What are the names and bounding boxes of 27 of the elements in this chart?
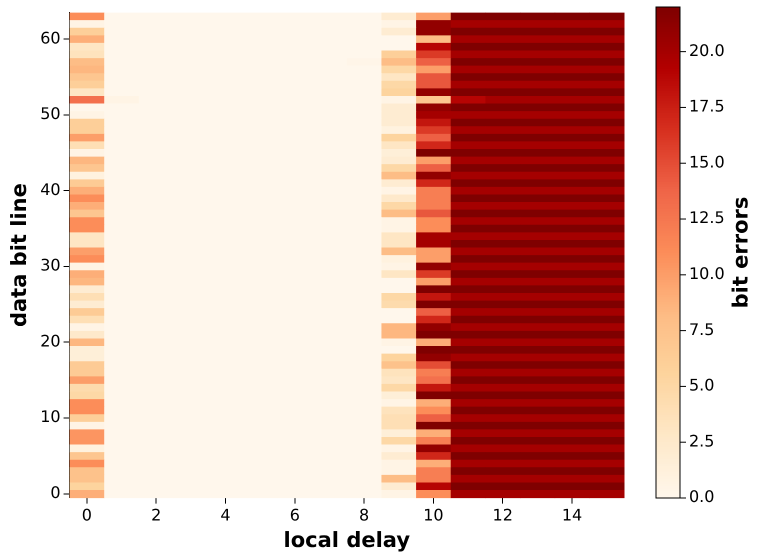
x-tick-label: 2	[151, 505, 162, 524]
color-bar-title: bit errors	[728, 196, 752, 308]
color-bar-label: 10.0	[689, 264, 725, 283]
color-bar-label: 0.0	[689, 487, 714, 506]
x-tick-label: 4	[220, 505, 231, 524]
y-tick-label: 10	[40, 407, 61, 426]
x-tick-label: 6	[290, 505, 300, 524]
x-tick-label: 0	[82, 505, 92, 524]
color-bar-label: 2.5	[689, 431, 714, 450]
color-bar-label: 7.5	[689, 320, 714, 339]
y-tick-label: 60	[40, 28, 61, 48]
x-tick-label: 10	[423, 505, 444, 524]
x-tick-label: 12	[492, 505, 513, 524]
y-tick-label: 40	[40, 180, 61, 199]
y-tick-label: 50	[40, 104, 61, 124]
x-tick-label: 14	[562, 505, 582, 524]
color-bar-label: 15.0	[689, 152, 725, 172]
y-axis-title: data bit line	[7, 183, 32, 328]
color-bar-label: 17.5	[689, 96, 725, 116]
color-bar-label: 5.0	[689, 376, 714, 395]
y-tick-label: 30	[40, 256, 61, 275]
x-tick-label: 8	[359, 505, 370, 524]
y-tick-label: 20	[40, 331, 61, 350]
y-tick-label: 0	[50, 482, 61, 502]
color-bar-label: 12.5	[689, 208, 725, 228]
color-bar-label: 20.0	[689, 40, 725, 60]
x-axis-title: local delay	[284, 528, 410, 552]
